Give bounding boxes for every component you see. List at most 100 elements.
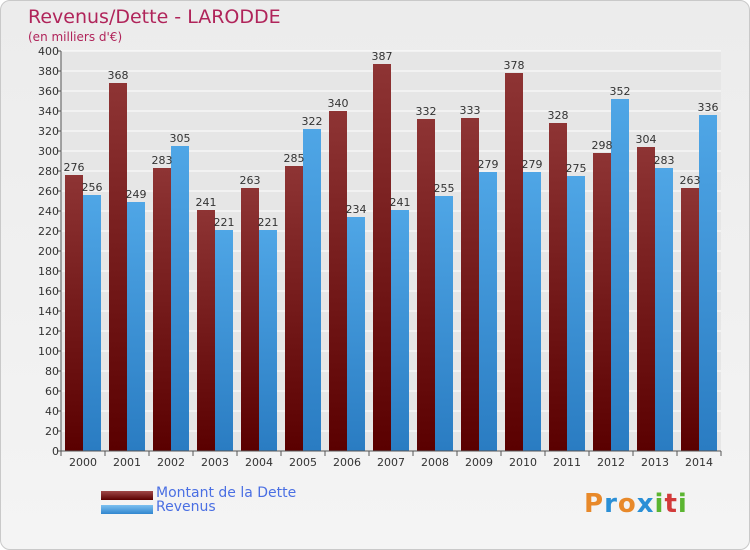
chart-title: Revenus/Dette - LARODDE bbox=[28, 6, 281, 28]
bar-debt-2007 bbox=[373, 64, 391, 451]
bar-revenue-2006 bbox=[347, 217, 365, 451]
y-tick-label: 180 bbox=[38, 265, 59, 278]
bar-revenue-2012 bbox=[611, 99, 629, 451]
x-tick-label: 2003 bbox=[201, 456, 229, 469]
x-tick-label: 2007 bbox=[377, 456, 405, 469]
x-tick-label: 2001 bbox=[113, 456, 141, 469]
x-tick-label: 2000 bbox=[69, 456, 97, 469]
y-tick-label: 380 bbox=[38, 65, 59, 78]
bar-debt-2004 bbox=[241, 188, 259, 451]
value-label-revenue: 279 bbox=[478, 158, 499, 171]
value-label-revenue: 305 bbox=[170, 132, 191, 145]
bar-debt-2011 bbox=[549, 123, 567, 451]
x-tick-label: 2012 bbox=[597, 456, 625, 469]
value-label-debt: 332 bbox=[416, 105, 437, 118]
y-tick-label: 280 bbox=[38, 165, 59, 178]
bar-revenue-2002 bbox=[171, 146, 189, 451]
value-label-revenue: 352 bbox=[610, 85, 631, 98]
value-label-debt: 328 bbox=[548, 109, 569, 122]
bar-debt-2005 bbox=[285, 166, 303, 451]
value-label-revenue: 249 bbox=[126, 188, 147, 201]
bar-debt-2006 bbox=[329, 111, 347, 451]
y-tick-label: 140 bbox=[38, 305, 59, 318]
bar-debt-2010 bbox=[505, 73, 523, 451]
value-label-revenue: 241 bbox=[390, 196, 411, 209]
bar-revenue-2007 bbox=[391, 210, 409, 451]
bar-revenue-2011 bbox=[567, 176, 585, 451]
x-tick-label: 2002 bbox=[157, 456, 185, 469]
chart-subtitle: (en milliers d'€) bbox=[28, 30, 123, 44]
logo-letter: o bbox=[617, 489, 637, 519]
bar-revenue-2004 bbox=[259, 230, 277, 451]
bar-debt-2014 bbox=[681, 188, 699, 451]
y-tick-label: 40 bbox=[45, 405, 59, 418]
y-tick-label: 160 bbox=[38, 285, 59, 298]
value-label-debt: 241 bbox=[196, 196, 217, 209]
x-tick-label: 2009 bbox=[465, 456, 493, 469]
x-tick-label: 2014 bbox=[685, 456, 713, 469]
value-label-debt: 276 bbox=[64, 161, 85, 174]
value-label-debt: 333 bbox=[460, 104, 481, 117]
y-tick-label: 60 bbox=[45, 385, 59, 398]
bar-revenue-2010 bbox=[523, 172, 541, 451]
value-label-debt: 368 bbox=[108, 69, 129, 82]
value-label-revenue: 275 bbox=[566, 162, 587, 175]
y-tick-label: 220 bbox=[38, 225, 59, 238]
y-tick-label: 340 bbox=[38, 105, 59, 118]
bar-debt-2003 bbox=[197, 210, 215, 451]
value-label-debt: 298 bbox=[592, 139, 613, 152]
x-tick-label: 2011 bbox=[553, 456, 581, 469]
y-tick-label: 80 bbox=[45, 365, 59, 378]
value-label-revenue: 256 bbox=[82, 181, 103, 194]
x-tick-label: 2010 bbox=[509, 456, 537, 469]
value-label-revenue: 255 bbox=[434, 182, 455, 195]
bar-debt-2012 bbox=[593, 153, 611, 451]
y-tick-label: 0 bbox=[52, 445, 59, 458]
value-label-debt: 304 bbox=[636, 133, 657, 146]
bar-debt-2013 bbox=[637, 147, 655, 451]
bar-debt-2008 bbox=[417, 119, 435, 451]
logo-letter: i bbox=[677, 489, 688, 519]
bar-revenue-2001 bbox=[127, 202, 145, 451]
value-label-debt: 263 bbox=[240, 174, 261, 187]
logo-letter: i bbox=[654, 489, 665, 519]
y-tick-label: 300 bbox=[38, 145, 59, 158]
proxiti-logo: Proxiti bbox=[584, 489, 688, 519]
y-tick-label: 260 bbox=[38, 185, 59, 198]
bar-revenue-2014 bbox=[699, 115, 717, 451]
y-tick-label: 120 bbox=[38, 325, 59, 338]
bar-revenue-2008 bbox=[435, 196, 453, 451]
y-tick-label: 100 bbox=[38, 345, 59, 358]
value-label-revenue: 336 bbox=[698, 101, 719, 114]
x-tick-label: 2006 bbox=[333, 456, 361, 469]
legend-swatch-debt bbox=[101, 491, 153, 500]
x-tick-label: 2005 bbox=[289, 456, 317, 469]
y-tick-label: 400 bbox=[38, 45, 59, 58]
bar-debt-2000 bbox=[65, 175, 83, 451]
value-label-revenue: 221 bbox=[214, 216, 235, 229]
value-label-debt: 263 bbox=[680, 174, 701, 187]
value-label-revenue: 221 bbox=[258, 216, 279, 229]
value-label-revenue: 322 bbox=[302, 115, 323, 128]
x-tick-label: 2004 bbox=[245, 456, 273, 469]
y-tick-label: 360 bbox=[38, 85, 59, 98]
legend-label-revenue: Revenus bbox=[156, 499, 216, 515]
value-label-debt: 340 bbox=[328, 97, 349, 110]
bar-debt-2002 bbox=[153, 168, 171, 451]
bar-debt-2009 bbox=[461, 118, 479, 451]
bar-revenue-2013 bbox=[655, 168, 673, 451]
x-tick-label: 2008 bbox=[421, 456, 449, 469]
value-label-revenue: 283 bbox=[654, 154, 675, 167]
value-label-revenue: 234 bbox=[346, 203, 367, 216]
value-label-debt: 283 bbox=[152, 154, 173, 167]
bar-revenue-2009 bbox=[479, 172, 497, 451]
logo-letter: r bbox=[604, 489, 618, 519]
logo-letter: P bbox=[584, 489, 605, 519]
value-label-debt: 285 bbox=[284, 152, 305, 165]
value-label-debt: 378 bbox=[504, 59, 525, 72]
bar-debt-2001 bbox=[109, 83, 127, 451]
x-tick-label: 2013 bbox=[641, 456, 669, 469]
legend-label-debt: Montant de la Dette bbox=[156, 485, 297, 501]
y-tick-label: 320 bbox=[38, 125, 59, 138]
